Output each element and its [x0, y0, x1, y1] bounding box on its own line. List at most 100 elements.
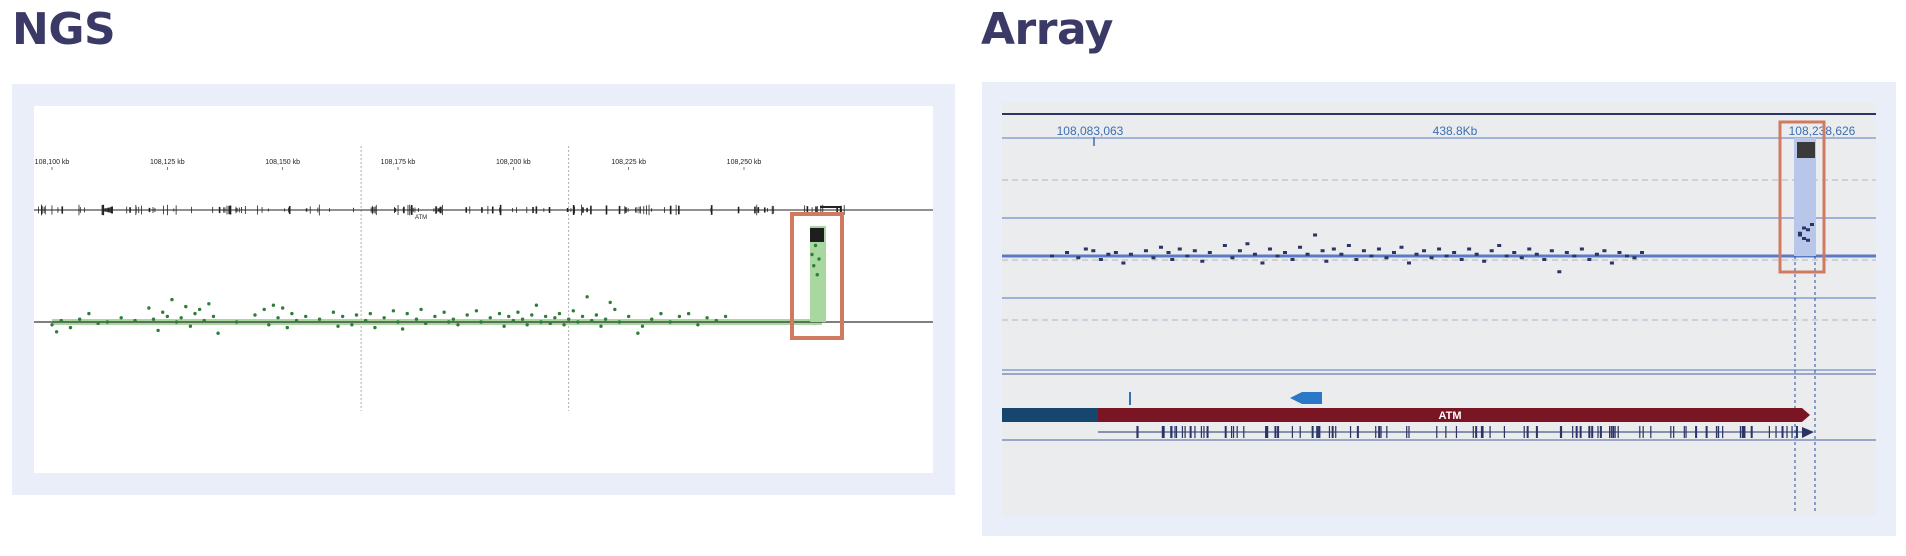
ngs-exon-mark	[409, 204, 411, 216]
array-exon-mark	[1575, 426, 1578, 438]
ngs-exon-mark	[804, 205, 806, 215]
array-exon-mark	[1503, 426, 1505, 438]
ngs-exon-mark	[173, 208, 175, 212]
array-data-point	[1076, 256, 1081, 260]
array-exon-mark	[1613, 426, 1615, 438]
array-exon-mark	[1599, 426, 1602, 438]
ngs-exon-mark	[218, 206, 221, 214]
ngs-exon-mark	[771, 205, 773, 215]
array-data-point	[1050, 254, 1054, 258]
ngs-exon-mark	[499, 207, 501, 213]
array-data-point	[1519, 256, 1524, 260]
ngs-data-point	[197, 307, 202, 312]
ngs-exon-mark	[590, 205, 592, 215]
array-data-point	[1222, 244, 1227, 247]
ngs-exon-mark	[669, 205, 672, 215]
array-plot-area: 108,083,063 438.8Kb 108,238,626 ATM	[1002, 102, 1876, 516]
ngs-exon-mark	[773, 206, 775, 214]
array-panel-frame: 108,083,063 438.8Kb 108,238,626 ATM	[982, 82, 1896, 536]
array-exon-mark	[1768, 426, 1770, 438]
ngs-exon-mark	[267, 208, 269, 212]
ngs-data-point	[585, 295, 589, 299]
ngs-exon-mark	[586, 207, 588, 213]
ngs-data-point	[511, 318, 516, 323]
array-data-point	[1346, 244, 1351, 247]
array-highlight-point	[1806, 228, 1810, 232]
array-data-point	[1474, 252, 1479, 256]
ngs-data-point	[640, 324, 645, 328]
ngs-data-point	[617, 320, 622, 324]
ngs-exon-mark	[417, 207, 419, 213]
ngs-exon-mark	[843, 205, 845, 215]
ngs-exon-mark	[138, 206, 140, 214]
ngs-exon-mark	[433, 208, 435, 212]
array-data-point	[1422, 249, 1427, 253]
ngs-exon-mark	[624, 206, 626, 214]
array-data-point	[1609, 261, 1614, 265]
ngs-exon-mark	[836, 206, 838, 214]
ngs-highlight-point	[815, 273, 819, 277]
array-exon-mark	[1200, 426, 1203, 438]
array-data-point	[1617, 251, 1622, 254]
ngs-exon-mark	[440, 206, 442, 214]
array-data-point	[1298, 245, 1303, 249]
ngs-data-point	[368, 311, 373, 316]
array-exon-mark	[1349, 426, 1352, 438]
ngs-data-point	[677, 314, 682, 319]
array-exon-mark	[1739, 426, 1742, 438]
array-data-point	[1237, 249, 1242, 253]
ngs-data-point	[350, 323, 354, 327]
ngs-data-point	[271, 303, 276, 307]
array-exon-mark	[1181, 426, 1184, 438]
ngs-exon-mark	[756, 204, 758, 216]
ngs-exon-mark	[543, 208, 545, 212]
ngs-data-point	[364, 318, 368, 323]
array-data-point	[1267, 247, 1272, 251]
array-data-point	[1166, 251, 1171, 254]
array-exon-mark	[1455, 426, 1458, 438]
ngs-data-point	[336, 324, 340, 328]
array-exon-mark	[1328, 426, 1331, 438]
array-data-point	[1376, 247, 1381, 251]
ngs-exon-mark	[737, 206, 740, 214]
ngs-exon-mark	[839, 205, 841, 215]
ngs-data-point	[68, 325, 73, 330]
ngs-exon-mark	[317, 207, 319, 213]
ngs-data-point	[580, 314, 585, 319]
ngs-exon-mark	[106, 207, 108, 213]
ngs-data-point	[502, 324, 506, 328]
array-exon-mark	[1695, 426, 1698, 438]
array-data-point	[1185, 254, 1190, 258]
ngs-exon-mark	[102, 204, 105, 216]
ngs-exon-mark	[535, 206, 538, 214]
ngs-data-point	[686, 311, 691, 316]
ngs-data-point	[608, 300, 612, 305]
ngs-highlight-box	[790, 212, 844, 340]
ngs-exon-mark	[229, 205, 232, 215]
ngs-exon-mark	[410, 205, 413, 215]
ngs-exon-mark	[167, 204, 168, 216]
array-data-point	[1230, 256, 1235, 260]
array-data-point	[1579, 247, 1584, 251]
array-highlight-point	[1802, 226, 1806, 230]
ngs-data-point	[488, 316, 492, 320]
ngs-exon-mark	[375, 204, 377, 216]
array-highlight-point	[1806, 238, 1810, 242]
array-exon-mark	[1673, 426, 1675, 438]
ngs-exon-mark	[436, 207, 438, 213]
ngs-data-point	[174, 320, 179, 324]
ngs-data-point	[414, 317, 419, 321]
ngs-exon-mark	[395, 208, 397, 212]
ngs-exon-mark	[288, 207, 290, 213]
array-exon-mark	[1612, 426, 1614, 438]
ngs-exon-mark	[487, 205, 489, 215]
ngs-exon-mark	[648, 204, 650, 216]
ngs-title: NGS	[12, 4, 116, 55]
array-data-point	[1128, 252, 1133, 256]
ngs-exon-mark	[288, 206, 291, 214]
array-data-point	[1602, 249, 1607, 253]
array-data-point	[1098, 258, 1103, 261]
array-exon-mark	[1243, 426, 1245, 438]
ngs-data-point	[59, 318, 63, 323]
array-exon-mark	[1436, 426, 1438, 438]
